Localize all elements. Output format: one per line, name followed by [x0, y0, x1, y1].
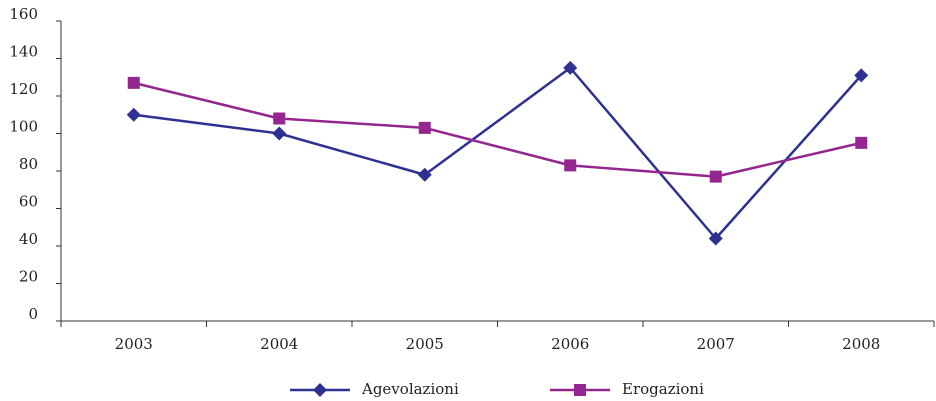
legend: Agevolazioni Erogazioni: [290, 380, 704, 398]
y-tick-label: 160: [9, 5, 38, 23]
y-axis-ticks: 0 20 40 60 80 100 120 140 160: [9, 5, 61, 323]
y-tick-label: 120: [9, 80, 38, 98]
data-point: [272, 126, 287, 141]
y-tick-label: 40: [19, 230, 38, 248]
data-point: [709, 170, 722, 183]
x-tick-label: 2006: [551, 335, 589, 353]
x-tick-label: 2005: [406, 335, 444, 353]
legend-item-agevolazioni: Agevolazioni: [290, 380, 459, 398]
legend-marker: [574, 384, 586, 396]
data-point: [854, 68, 869, 83]
data-point: [417, 167, 432, 182]
y-tick-label: 60: [19, 193, 38, 211]
legend-label: Erogazioni: [622, 380, 704, 398]
x-tick-label: 2008: [842, 335, 880, 353]
x-tick-label: 2003: [115, 335, 153, 353]
y-tick-label: 100: [9, 118, 38, 136]
data-point: [708, 231, 723, 246]
y-tick-label: 20: [19, 268, 38, 286]
x-axis-ticks: 2003 2004 2005 2006 2007 2008: [60, 321, 935, 353]
legend-item-erogazioni: Erogazioni: [550, 380, 704, 398]
series-agevolazioni: [126, 60, 869, 246]
data-point: [855, 136, 868, 149]
data-point: [564, 159, 577, 172]
series-erogazioni: [127, 76, 868, 183]
series-line: [133, 81, 862, 178]
legend-marker: [313, 383, 327, 397]
data-point: [273, 112, 286, 125]
legend-label: Agevolazioni: [361, 380, 459, 398]
axes: [60, 21, 934, 322]
series-line: [133, 66, 863, 240]
y-tick-label: 0: [28, 305, 38, 323]
series-layer: [126, 60, 869, 246]
data-point: [127, 76, 140, 89]
y-tick-label: 140: [9, 43, 38, 61]
data-point: [126, 107, 141, 122]
x-tick-label: 2004: [260, 335, 298, 353]
data-point: [418, 121, 431, 134]
data-point: [563, 60, 578, 75]
x-tick-label: 2007: [697, 335, 735, 353]
y-tick-label: 80: [19, 155, 38, 173]
